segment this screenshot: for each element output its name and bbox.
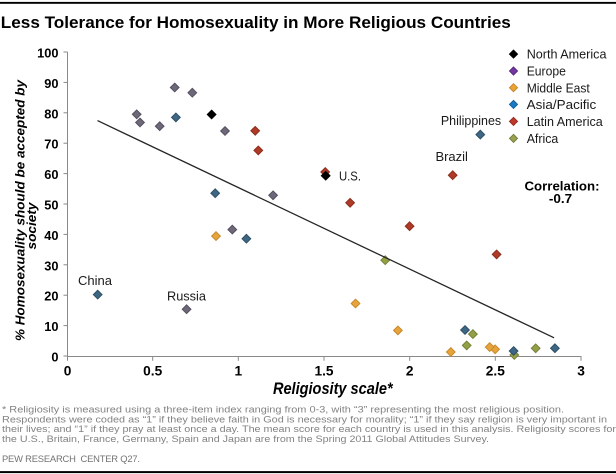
svg-text:U.S.: U.S. — [339, 169, 361, 184]
svg-text:0: 0 — [51, 350, 58, 365]
svg-text:society: society — [24, 202, 39, 250]
svg-text:Correlation:: Correlation: — [525, 180, 600, 194]
svg-text:2: 2 — [406, 364, 414, 379]
svg-text:Middle East: Middle East — [527, 80, 590, 95]
svg-text:10: 10 — [44, 319, 58, 334]
svg-text:Latin America: Latin America — [527, 114, 604, 129]
svg-text:3: 3 — [577, 364, 585, 379]
svg-text:50: 50 — [44, 198, 58, 213]
svg-text:-0.7: -0.7 — [549, 192, 572, 206]
svg-text:Philippines: Philippines — [441, 113, 502, 128]
svg-text:% Homosexuality should be acce: % Homosexuality should be accepted by — [13, 79, 28, 341]
svg-text:Respondents were coded as “1”: Respondents were coded as “1” if they be… — [2, 414, 607, 425]
svg-text:China: China — [78, 273, 113, 288]
svg-text:the U.S., Britain, France, Ger: the U.S., Britain, France, Germany, Spai… — [2, 434, 489, 445]
svg-text:North America: North America — [527, 47, 608, 62]
svg-text:1.5: 1.5 — [314, 364, 333, 379]
svg-text:2.5: 2.5 — [486, 364, 505, 379]
svg-text:Religiosity scale*: Religiosity scale* — [273, 379, 394, 398]
svg-text:60: 60 — [44, 167, 58, 182]
svg-text:70: 70 — [44, 137, 58, 152]
svg-text:0: 0 — [64, 364, 72, 379]
svg-text:Europe: Europe — [527, 64, 566, 79]
svg-text:Africa: Africa — [527, 131, 559, 146]
svg-text:80: 80 — [44, 106, 58, 121]
svg-text:40: 40 — [44, 228, 58, 243]
svg-text:100: 100 — [37, 46, 58, 61]
svg-text:1: 1 — [234, 364, 242, 379]
svg-text:20: 20 — [44, 289, 58, 304]
svg-text:90: 90 — [44, 76, 58, 91]
svg-text:30: 30 — [44, 258, 58, 273]
svg-text:Brazil: Brazil — [435, 149, 468, 164]
svg-text:PEW RESEARCH CENTER Q27.: PEW RESEARCH CENTER Q27. — [2, 453, 140, 464]
svg-text:0.5: 0.5 — [143, 364, 162, 379]
svg-text:* Religiosity is measured usin: * Religiosity is measured using a three-… — [2, 405, 564, 416]
svg-text:their lives; and “1” if they p: their lives; and “1” if they pray at lea… — [2, 424, 616, 435]
svg-text:Russia: Russia — [167, 288, 207, 303]
svg-text:Asia/Pacific: Asia/Pacific — [527, 97, 597, 112]
svg-text:Less Tolerance for Homosexuali: Less Tolerance for Homosexuality in More… — [1, 14, 511, 32]
